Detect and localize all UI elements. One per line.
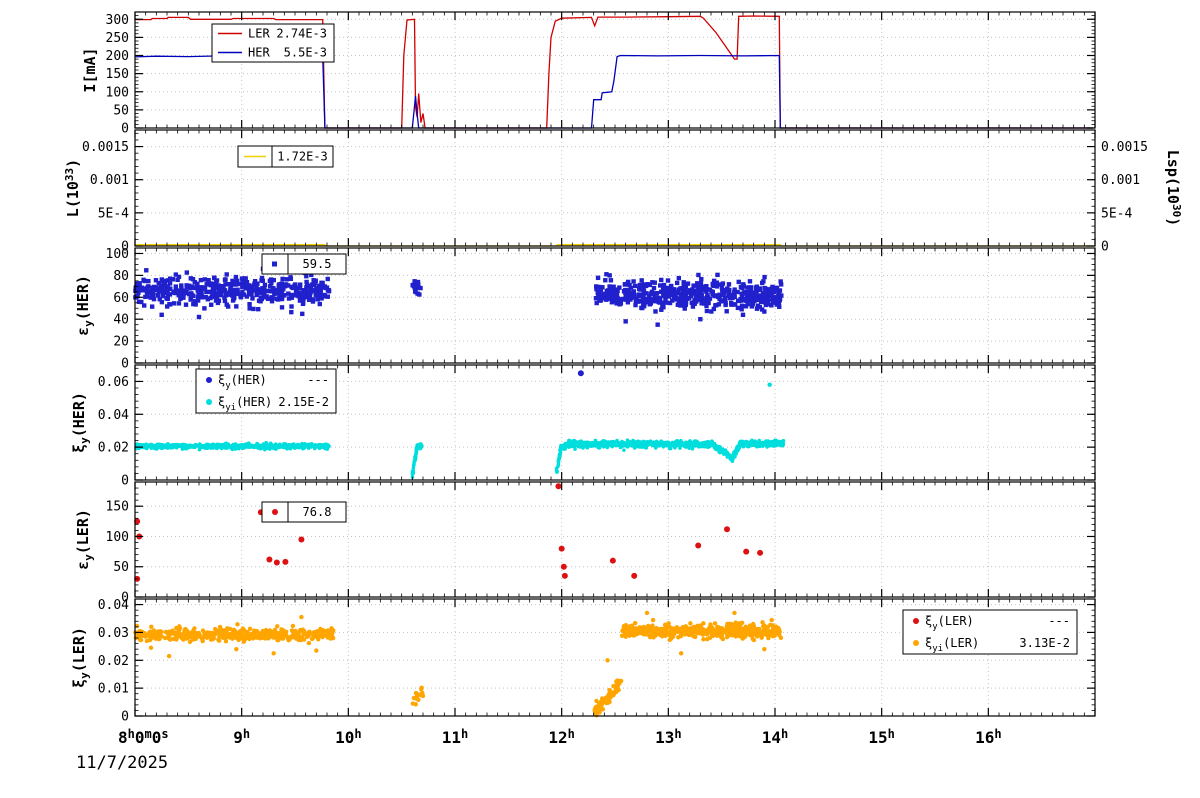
- svg-text:5E-4: 5E-4: [1101, 206, 1132, 221]
- legend: ξy(LER) ---ξyi(LER) 3.13E-2: [902, 609, 1078, 655]
- legend: LER 2.74E-3 HER 5.5E-3: [211, 23, 335, 63]
- svg-text:Lsp(1030): Lsp(1030): [1164, 150, 1183, 226]
- panel-ey-ler: 0 50 100 150 εy(LER) 76.8: [74, 481, 1096, 606]
- series-xiyi_ler: [133, 617, 784, 718]
- svg-text:0: 0: [121, 591, 129, 606]
- svg-text:εy(HER): εy(HER): [74, 275, 95, 336]
- series-xiyi_her: [134, 438, 786, 479]
- svg-text:0.02: 0.02: [98, 441, 129, 456]
- series-HER: [134, 54, 1093, 129]
- svg-text:250: 250: [106, 31, 129, 46]
- svg-text:I[mA]: I[mA]: [81, 47, 99, 92]
- svg-text:80: 80: [113, 269, 129, 284]
- panel-beam-current: 0 50 100 150 200 250 300 I[mA] LER 2.74E-3 HER 5.5E…: [81, 11, 1096, 137]
- svg-text:76.8: 76.8: [303, 505, 332, 519]
- svg-text:0: 0: [121, 240, 129, 255]
- svg-text:150: 150: [106, 67, 129, 82]
- svg-text:59.5: 59.5: [303, 257, 332, 271]
- svg-text:50: 50: [113, 103, 129, 118]
- svg-text:0: 0: [121, 474, 129, 489]
- svg-text:0.001: 0.001: [1101, 173, 1140, 188]
- svg-text:HER: HER: [248, 46, 270, 60]
- svg-text:0: 0: [121, 122, 129, 137]
- svg-text:εy(LER): εy(LER): [74, 509, 95, 570]
- x-axis-labels: 8h0m0s 9h 10h 11h 12h 13h 14h 15h 16h: [118, 727, 1002, 747]
- legend: 76.8: [261, 501, 347, 523]
- svg-text:200: 200: [106, 49, 129, 64]
- svg-text:300: 300: [106, 13, 129, 28]
- svg-text:1.72E-3: 1.72E-3: [277, 150, 328, 164]
- series-ey_her: [133, 268, 784, 317]
- svg-text:0: 0: [121, 357, 129, 372]
- svg-text:40: 40: [113, 313, 129, 328]
- svg-text:2.15E-2: 2.15E-2: [278, 395, 329, 409]
- svg-text:---: ---: [307, 373, 329, 387]
- svg-text:2.74E-3: 2.74E-3: [276, 27, 327, 41]
- svg-text:60: 60: [113, 291, 129, 306]
- svg-text:100: 100: [106, 530, 129, 545]
- svg-text:0.0015: 0.0015: [1101, 140, 1148, 155]
- legend: 59.5: [261, 253, 347, 275]
- svg-text:0.001: 0.001: [90, 173, 129, 188]
- svg-text:50: 50: [113, 560, 129, 575]
- svg-text:ξyi(HER): ξyi(HER): [218, 395, 272, 413]
- panel-xiy-her: 0 0.02 0.04 0.06 ξy(HER) ξy(HER) --- ξyi(HER) 2.…: [70, 364, 1096, 489]
- legend: ξy(HER) --- ξyi(HER) 2.15E-2: [195, 368, 337, 414]
- series-xiyi_her_outliers: [767, 382, 772, 387]
- legend: 1.72E-3: [237, 145, 334, 168]
- svg-text:150: 150: [106, 500, 129, 515]
- svg-text:0.04: 0.04: [98, 408, 129, 423]
- series-xiy_her: [577, 370, 584, 377]
- svg-text:0.06: 0.06: [98, 375, 129, 390]
- svg-text:100: 100: [106, 85, 129, 100]
- svg-text:0.0015: 0.0015: [82, 140, 129, 155]
- series-LER: [135, 15, 1093, 129]
- panel-ey-her: 0 20 40 60 80 100 εy(HER) 59.5: [74, 247, 1096, 372]
- svg-text:0: 0: [1101, 240, 1109, 255]
- svg-text:20: 20: [113, 335, 129, 350]
- series-xiyi_ler_outliers: [148, 610, 767, 663]
- svg-text:L(1033): L(1033): [63, 159, 82, 217]
- svg-text:5.5E-3: 5.5E-3: [284, 46, 327, 60]
- svg-text:LER: LER: [248, 27, 270, 41]
- svg-text:100: 100: [106, 247, 129, 262]
- svg-text:ξy(HER): ξy(HER): [70, 392, 91, 453]
- svg-text:ξy(HER): ξy(HER): [218, 373, 267, 391]
- svg-text:5E-4: 5E-4: [98, 206, 129, 221]
- date-label: 11/7/2025: [76, 753, 169, 773]
- series-ey_ler: [134, 483, 764, 582]
